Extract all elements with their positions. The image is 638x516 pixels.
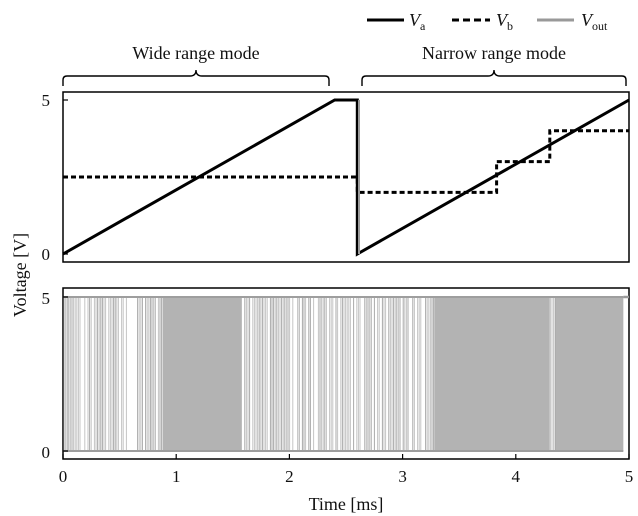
x-axis-ticks: 0 1 2 3 4 5 <box>59 454 634 486</box>
series-vb-line <box>63 129 629 194</box>
bottom-panel: 5 0 0 1 2 3 4 5 <box>42 287 634 486</box>
vout-dense-block <box>434 297 550 451</box>
x-tick-label: 1 <box>172 467 181 486</box>
x-tick-label: 5 <box>625 467 634 486</box>
top-ytick-label-0: 0 <box>42 245 51 264</box>
x-axis-label: Time [ms] <box>309 494 384 514</box>
legend-vb-label: Vb <box>496 10 513 33</box>
x-tick-label: 4 <box>512 467 521 486</box>
mode-annotations: Wide range mode Narrow range mode <box>62 43 627 86</box>
narrow-range-mode-label: Narrow range mode <box>422 43 566 63</box>
narrow-range-brace <box>361 69 627 86</box>
wide-range-mode-label: Wide range mode <box>132 43 259 63</box>
legend-vout-label: Vout <box>581 10 608 33</box>
series-vout-lines <box>63 295 629 452</box>
top-panel: 5 0 <box>42 91 630 264</box>
x-tick-label: 0 <box>59 467 68 486</box>
vout-dense-block <box>162 297 242 451</box>
bottom-ytick-label-0: 0 <box>42 443 51 462</box>
x-tick-label: 2 <box>285 467 294 486</box>
legend-va-label: Va <box>409 10 426 33</box>
wide-range-brace <box>62 69 330 86</box>
series-va-line <box>62 98 630 257</box>
top-ytick-label-5: 5 <box>42 91 51 110</box>
bottom-panel-frame <box>62 287 630 460</box>
x-tick-label: 3 <box>398 467 407 486</box>
y-axis-label: Voltage [V] <box>10 233 30 317</box>
bottom-ytick-label-5: 5 <box>42 289 51 308</box>
vout-dense-block <box>555 297 624 451</box>
legend: Va Vb Vout <box>367 10 608 33</box>
